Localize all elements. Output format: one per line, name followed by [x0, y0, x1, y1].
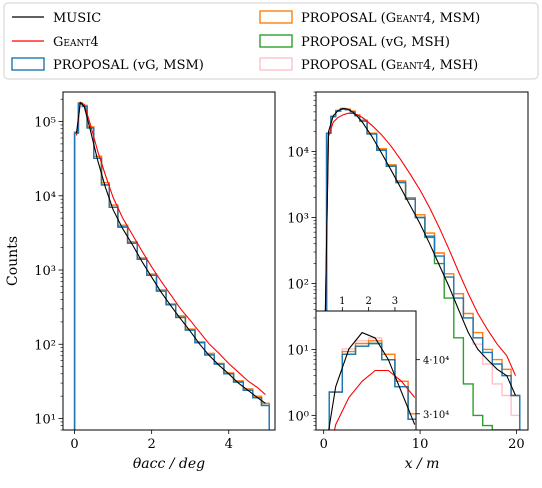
y-tick-label: 10² — [287, 277, 309, 292]
x-tick-label: 20 — [508, 437, 525, 452]
x-tick-label: 10 — [412, 437, 429, 452]
legend-item: MUSIC — [12, 11, 101, 26]
series-geant4 — [324, 112, 517, 376]
series-music — [75, 101, 266, 404]
x-axis-label: θacc / deg — [133, 456, 205, 472]
x-tick-label: 1 — [339, 296, 345, 307]
y-tick-label: 10⁴ — [34, 190, 56, 205]
left-panel: 0 2 4 10¹ 10² 10³ 10⁴ 10⁵ θacc / deg Counts — [5, 91, 276, 472]
x-tick-label: 2 — [365, 296, 371, 307]
x-tick-label: 2 — [148, 437, 156, 452]
right-panel: 0 10 20 10⁰ 10¹ 10² 10³ 10⁴ x / m — [287, 91, 529, 472]
legend-swatch — [259, 10, 293, 24]
plot-area — [322, 107, 521, 430]
legend-label: PROPOSAL (vG, MSM) — [53, 58, 204, 73]
legend-label: PROPOSAL (Geant4, MSH) — [301, 58, 478, 73]
axes-frame — [315, 310, 417, 431]
x-tick-label: 4 — [225, 437, 233, 452]
y-tick-label: 10¹ — [34, 413, 56, 428]
series-proposal-vg-msm- — [73, 102, 270, 430]
axes-frame — [62, 91, 276, 431]
y-tick-label: 10³ — [34, 264, 56, 279]
series-proposal-geant4-msm- — [73, 102, 270, 430]
legend-label: MUSIC — [53, 11, 101, 26]
plot-area — [73, 101, 270, 430]
x-tick-label: 3 — [392, 296, 398, 307]
y-tick-label: 4·10⁴ — [423, 356, 449, 367]
y-tick-label: 3·10⁴ — [423, 410, 449, 421]
inset-background — [316, 311, 416, 430]
y-axis-label: Counts — [5, 236, 21, 286]
legend-swatch — [11, 57, 45, 71]
legend-item: PROPOSAL (vG, MSH) — [259, 34, 450, 50]
x-tick-label: 0 — [320, 437, 328, 452]
series-proposal-vg-msm- — [322, 108, 521, 430]
series-geant4 — [75, 101, 266, 396]
legend: MUSIC PROPOSAL (Geant4, MSM) Geant4 PROPOSA… — [3, 2, 539, 80]
legend-swatch — [259, 34, 293, 48]
series-music — [328, 331, 416, 430]
y-tick-label: 10⁴ — [287, 146, 309, 161]
y-tick-label: 10² — [34, 338, 56, 353]
legend-item: Geant4 — [12, 35, 99, 50]
legend-frame — [3, 2, 539, 80]
y-tick-label: 10⁵ — [34, 116, 56, 131]
series-proposal-vg-msm- — [316, 342, 416, 430]
y-tick-label: 10⁰ — [287, 409, 309, 424]
x-axis-label: x / m — [405, 456, 440, 472]
legend-item: PROPOSAL (Geant4, MSM) — [259, 10, 480, 26]
axes-frame — [315, 91, 529, 431]
x-tick-label: 0 — [70, 437, 78, 452]
series-geant4 — [333, 369, 416, 430]
legend-label: PROPOSAL (Geant4, MSM) — [301, 11, 480, 26]
legend-label: Geant4 — [53, 35, 99, 50]
plot-area — [316, 331, 416, 430]
legend-swatch — [259, 57, 293, 71]
y-tick-label: 10¹ — [287, 343, 309, 358]
legend-item: PROPOSAL (vG, MSM) — [11, 57, 204, 73]
inset-panel: 1 2 3 3·10⁴ 4·10⁴ — [315, 296, 449, 431]
y-tick-label: 10³ — [287, 212, 309, 227]
series-music — [324, 107, 517, 396]
legend-item: PROPOSAL (Geant4, MSH) — [259, 57, 478, 73]
legend-label: PROPOSAL (vG, MSH) — [301, 35, 450, 50]
